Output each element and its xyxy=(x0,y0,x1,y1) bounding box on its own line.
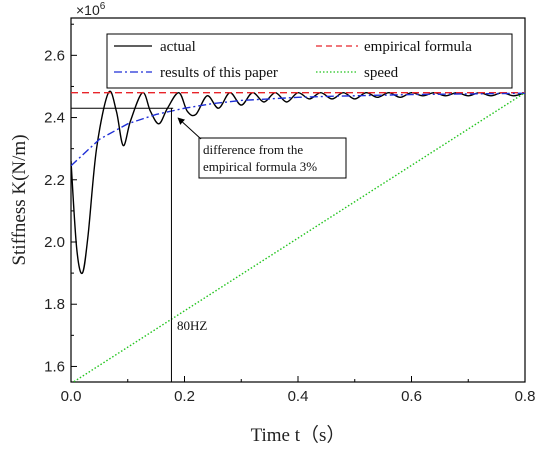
series-results-this-paper xyxy=(71,92,525,167)
y-tick-label: 1.8 xyxy=(44,296,65,313)
series-actual xyxy=(71,90,525,275)
y-tick-label: 2.2 xyxy=(44,172,65,189)
annotation-arrow xyxy=(177,117,202,140)
x-tick-label: 0.2 xyxy=(174,388,195,405)
y-tick-label: 2.4 xyxy=(44,110,65,127)
legend-label-empirical: empirical formula xyxy=(364,39,472,55)
annotation-80hz: 80HZ xyxy=(177,318,207,333)
series-speed xyxy=(72,92,525,382)
x-tick-label: 0.4 xyxy=(288,388,309,405)
y-tick-label: 1.6 xyxy=(44,358,65,375)
series-layer xyxy=(71,90,525,382)
x-tick-label: 0.6 xyxy=(401,388,422,405)
reference-lines xyxy=(71,107,174,382)
annotation-box xyxy=(198,137,347,179)
x-axis-title: Time t（s） xyxy=(251,424,346,446)
x-tick-label: 0.0 xyxy=(61,388,82,405)
y-multiplier: ×106 xyxy=(76,1,106,18)
annotation-difference: difference from the empirical formula 3% xyxy=(177,117,347,179)
legend-label-paper: results of this paper xyxy=(160,65,278,81)
y-tick-label: 2.6 xyxy=(44,47,65,64)
y-multiplier-base: ×10 xyxy=(76,2,100,18)
legend-label-speed: speed xyxy=(364,65,399,81)
legend-box xyxy=(106,33,513,89)
y-axis-title: Stiffness K(N/m) xyxy=(9,134,30,265)
y-multiplier-exp: 6 xyxy=(100,1,106,12)
axis-ticks: 0.0 0.2 0.4 0.6 0.8 1.6 1.8 2.0 2.2 2.4 2.6 xyxy=(44,23,536,405)
y-tick-label: 2.0 xyxy=(44,234,65,251)
x-tick-label: 0.8 xyxy=(515,388,536,405)
legend-label-actual: actual xyxy=(160,39,196,55)
legend: actual empirical formula results of this… xyxy=(106,33,513,89)
annotation-line-2: empirical formula 3% xyxy=(203,159,317,174)
annotation-line-1: difference from the xyxy=(203,142,303,157)
